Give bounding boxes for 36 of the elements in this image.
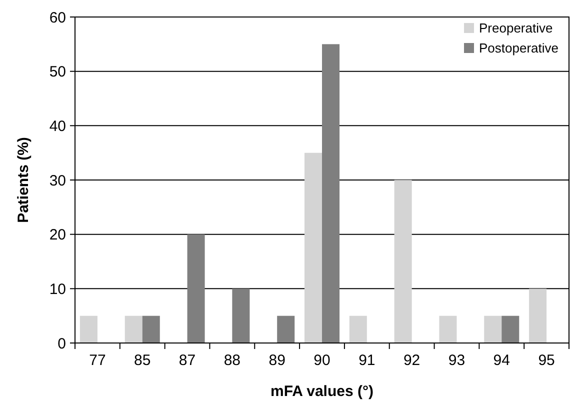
x-tick-label: 89: [268, 352, 286, 369]
y-tick-label: 20: [49, 226, 66, 244]
bar: [187, 234, 205, 343]
x-tick-label: 93: [448, 352, 466, 369]
bar: [349, 316, 367, 343]
x-tick-label: 91: [358, 352, 376, 369]
x-tick-label: 85: [134, 352, 151, 369]
y-tick-label: 40: [49, 118, 66, 135]
bar: [394, 180, 412, 343]
y-tick-label: 30: [49, 172, 66, 190]
x-tick-label: 90: [314, 352, 330, 369]
bar: [142, 316, 160, 343]
y-tick-label: 50: [49, 64, 66, 81]
x-tick-label: 77: [89, 352, 106, 369]
y-tick-label: 0: [58, 335, 66, 352]
bar: [80, 316, 98, 343]
bar: [439, 316, 457, 343]
bar: [502, 316, 520, 343]
bar: [529, 288, 547, 343]
bar: [277, 316, 295, 343]
x-tick-label: 88: [224, 352, 241, 369]
x-tick-label: 95: [538, 352, 555, 369]
y-tick-label: 10: [49, 280, 66, 298]
bar: [484, 316, 502, 343]
x-tick-label: 92: [403, 352, 420, 369]
y-axis-title: Patients (%): [15, 137, 32, 223]
y-tick-label: 60: [49, 9, 66, 26]
legend-label: Preoperative: [479, 20, 553, 36]
bar: [322, 44, 340, 343]
x-tick-label: 87: [178, 352, 196, 369]
bar: [232, 288, 250, 343]
bar: [124, 316, 142, 343]
x-tick-label: 94: [493, 352, 510, 369]
bar: [304, 152, 322, 343]
x-axis-title: mFA values (°): [270, 383, 374, 400]
legend-label: Postoperative: [479, 40, 558, 56]
